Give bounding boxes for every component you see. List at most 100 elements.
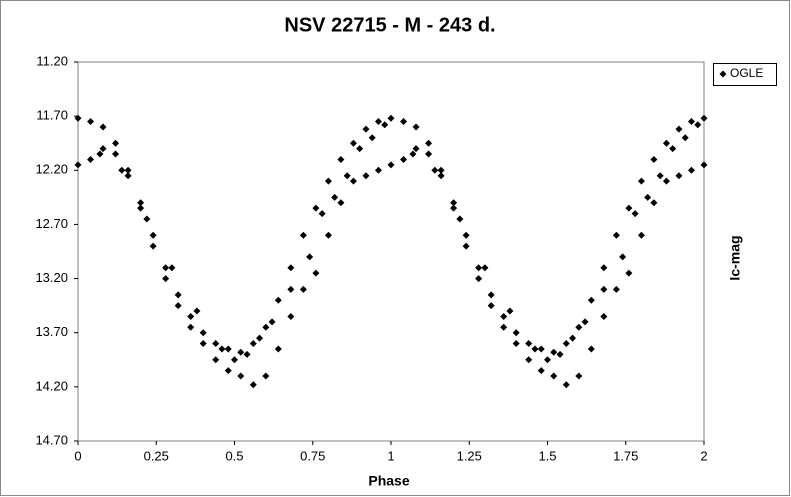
data-point	[550, 348, 558, 356]
data-point	[99, 145, 107, 153]
data-point	[331, 193, 339, 201]
data-point	[168, 264, 176, 272]
data-point	[343, 172, 351, 180]
y-tick-label: 14.70	[35, 432, 68, 447]
data-point	[612, 285, 620, 293]
data-point	[368, 134, 376, 142]
data-point	[299, 231, 307, 239]
data-point	[412, 145, 420, 153]
data-point	[174, 302, 182, 310]
data-point	[162, 264, 170, 272]
data-point	[87, 118, 95, 126]
data-point	[218, 345, 226, 353]
data-point	[437, 172, 445, 180]
data-point	[112, 150, 120, 158]
data-point	[625, 204, 633, 212]
y-tick-label: 14.20	[35, 378, 68, 393]
data-point	[487, 291, 495, 299]
data-point	[187, 312, 195, 320]
data-point	[237, 372, 245, 380]
data-point	[299, 285, 307, 293]
data-point	[450, 199, 458, 207]
legend-label: OGLE	[730, 66, 763, 80]
data-point	[425, 139, 433, 147]
data-point	[74, 114, 82, 122]
y-tick-label: 11.70	[36, 108, 68, 123]
data-point	[381, 121, 389, 129]
data-point	[500, 323, 508, 331]
data-point	[569, 334, 577, 342]
data-point	[512, 340, 520, 348]
x-tick-label: 1	[387, 448, 394, 463]
data-point	[118, 166, 126, 174]
data-point	[481, 264, 489, 272]
data-point	[224, 345, 232, 353]
data-point	[400, 118, 408, 126]
data-point	[512, 329, 520, 337]
data-point	[456, 215, 464, 223]
data-point	[587, 345, 595, 353]
data-point	[374, 166, 382, 174]
data-point	[650, 155, 658, 163]
data-point	[137, 204, 145, 212]
data-point	[318, 210, 326, 218]
data-point	[243, 350, 251, 358]
data-point	[374, 118, 382, 126]
data-point	[274, 345, 282, 353]
data-point	[437, 166, 445, 174]
data-point	[587, 296, 595, 304]
data-point	[581, 318, 589, 326]
data-point	[199, 340, 207, 348]
data-point	[262, 372, 270, 380]
data-point	[268, 318, 276, 326]
data-point	[287, 264, 295, 272]
data-point	[475, 275, 483, 283]
data-point	[312, 269, 320, 277]
data-point	[193, 307, 201, 315]
data-point	[143, 215, 151, 223]
y-tick-label: 12.70	[35, 216, 68, 231]
x-axis-label: Phase	[368, 473, 409, 489]
x-tick-label: 0.25	[144, 448, 169, 463]
data-point	[687, 166, 695, 174]
data-point	[96, 150, 104, 158]
x-tick-label: 1.25	[457, 448, 482, 463]
data-point	[409, 150, 417, 158]
x-tick-label: 0	[74, 448, 81, 463]
data-point	[400, 155, 408, 163]
data-point	[612, 231, 620, 239]
x-tick-label: 1.75	[613, 448, 638, 463]
x-tick-label: 1.5	[538, 448, 556, 463]
plot-area	[77, 61, 705, 442]
data-point	[137, 199, 145, 207]
x-tick-label: 0.75	[300, 448, 325, 463]
data-point	[349, 139, 357, 147]
data-point	[256, 334, 264, 342]
data-point	[600, 285, 608, 293]
data-point	[550, 372, 558, 380]
data-point	[637, 231, 645, 239]
data-point	[700, 161, 708, 169]
data-point	[274, 296, 282, 304]
chart-title: NSV 22715 - M - 243 d.	[284, 14, 495, 36]
legend-marker	[719, 70, 727, 78]
data-point	[224, 367, 232, 375]
data-point	[650, 199, 658, 207]
data-point	[312, 204, 320, 212]
data-point	[324, 177, 332, 185]
data-point	[412, 123, 420, 131]
data-point	[112, 139, 120, 147]
data-point	[287, 285, 295, 293]
data-point	[637, 177, 645, 185]
data-point	[249, 381, 257, 389]
data-point	[287, 312, 295, 320]
data-point	[600, 264, 608, 272]
data-point	[562, 381, 570, 389]
data-point	[537, 367, 545, 375]
data-point	[544, 356, 551, 364]
legend-box	[713, 63, 777, 86]
data-point	[149, 231, 157, 239]
data-point	[575, 372, 583, 380]
data-point	[537, 345, 545, 353]
